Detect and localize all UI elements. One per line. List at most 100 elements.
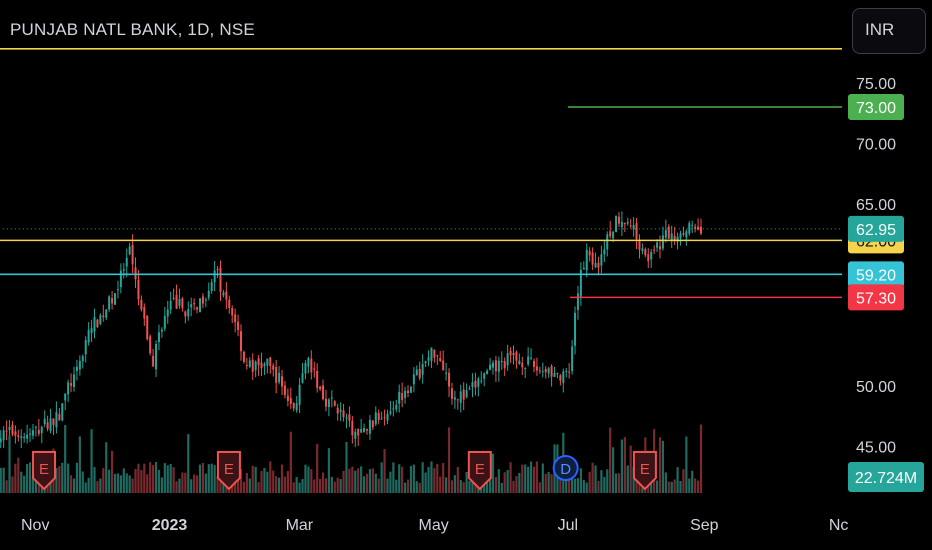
volume-bar <box>453 475 456 493</box>
volume-bar <box>78 436 81 493</box>
volume-bar <box>550 474 553 493</box>
candle-body <box>46 422 49 429</box>
candle-body <box>412 374 415 385</box>
earnings-marker-letter: E <box>39 461 49 478</box>
candle-body <box>409 386 412 393</box>
candle-body <box>272 365 275 370</box>
volume-bar <box>207 464 210 493</box>
volume-bar <box>58 466 61 493</box>
volume-bar <box>497 469 500 493</box>
earnings-marker <box>32 451 57 491</box>
candle-body <box>137 279 140 300</box>
volume-bar <box>406 479 410 493</box>
currency-button[interactable]: INR <box>852 8 926 54</box>
candle-body <box>304 363 307 374</box>
candle-body <box>160 329 163 332</box>
candle-body <box>606 234 609 250</box>
candle-body <box>389 411 392 414</box>
candle-body <box>213 270 216 283</box>
candle-body <box>254 361 257 371</box>
volume-bar <box>286 471 289 493</box>
volume-bar <box>691 470 694 493</box>
volume-bar <box>521 464 524 493</box>
candle-body <box>439 358 442 361</box>
candle-body <box>629 225 632 227</box>
candle-body <box>29 433 32 435</box>
volume-bar <box>491 453 495 493</box>
volume-group <box>0 424 703 493</box>
candle-body <box>55 412 58 428</box>
volume-bar <box>292 482 295 493</box>
volume-bar <box>110 450 114 493</box>
volume-bar <box>380 462 383 493</box>
volume-bar <box>248 478 251 493</box>
candle-body <box>512 353 515 356</box>
volume-bar <box>442 463 445 493</box>
candle-body <box>612 231 615 239</box>
candle-body <box>131 244 134 265</box>
candle-body <box>149 336 152 354</box>
volume-bar <box>125 473 128 493</box>
candle-body <box>90 328 93 334</box>
volume-bar <box>330 476 333 493</box>
volume-bar <box>535 461 539 493</box>
candle-body <box>289 397 292 404</box>
candle-body <box>368 419 371 434</box>
y-tick-label: 45.00 <box>856 440 896 457</box>
candle-body <box>37 429 40 434</box>
volume-bar <box>518 472 521 493</box>
volume-bar <box>459 480 462 493</box>
candle-body <box>336 407 339 414</box>
volume-bar <box>603 476 606 493</box>
candle-body <box>196 307 199 310</box>
volume-bar <box>20 471 23 493</box>
volume-bar <box>198 464 202 493</box>
candle-body <box>219 267 222 293</box>
volume-bar <box>8 435 11 493</box>
candle-body <box>5 430 8 432</box>
volume-bar <box>157 469 161 493</box>
candle-body <box>240 331 243 352</box>
volume-bar <box>222 482 225 493</box>
candle-body <box>568 371 571 373</box>
volume-bar <box>213 465 216 493</box>
candle-body <box>442 360 445 371</box>
candle-body <box>122 269 125 271</box>
candle-body <box>676 236 679 242</box>
candle-body <box>0 438 2 443</box>
volume-bar <box>588 471 591 493</box>
candle-body <box>486 370 489 375</box>
candle-body <box>550 365 553 377</box>
volume-bar <box>395 479 398 493</box>
volume-bar <box>23 475 26 493</box>
volume-bar <box>503 472 506 493</box>
volume-bar <box>239 468 243 493</box>
volume-bar <box>620 439 624 493</box>
candle-body <box>617 216 620 224</box>
volume-bar <box>676 467 679 493</box>
volume-bar <box>576 478 580 493</box>
volume-bar <box>319 478 322 493</box>
candle-body <box>474 380 477 388</box>
candle-body <box>377 412 380 421</box>
volume-bar <box>204 473 207 493</box>
volume-bar <box>201 463 205 493</box>
volume-bar <box>450 480 454 493</box>
candle-body <box>371 420 374 428</box>
candle-body <box>509 350 512 356</box>
candle-body <box>544 369 547 373</box>
volume-bar <box>623 437 626 493</box>
volume-bar <box>606 469 609 493</box>
volume-bar <box>371 468 374 493</box>
candle-body <box>620 221 623 228</box>
candle-body <box>667 226 670 239</box>
candles-group <box>0 211 703 449</box>
candle-body <box>339 409 342 412</box>
volume-bar <box>661 440 665 493</box>
candle-body <box>436 355 439 357</box>
volume-bar <box>696 480 700 493</box>
price-level-label: 73.00 <box>856 100 896 117</box>
volume-bar <box>295 477 298 493</box>
candle-body <box>386 413 389 421</box>
